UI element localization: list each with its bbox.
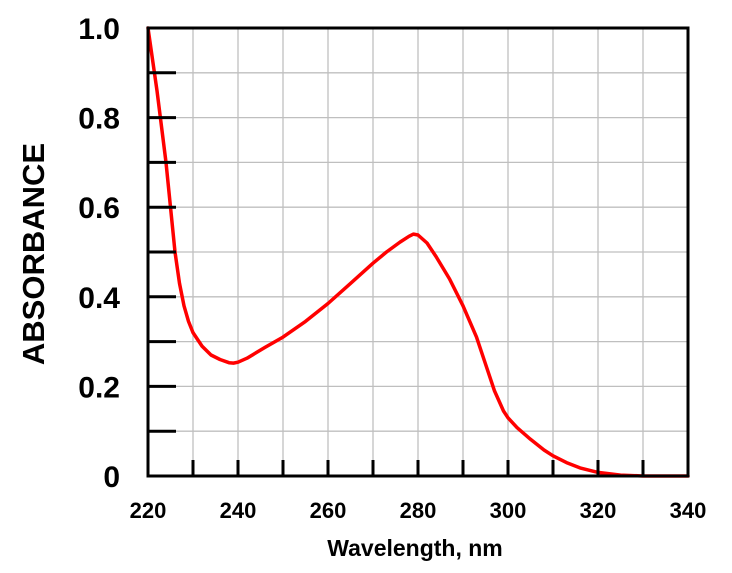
y-tick-label: 0.4: [78, 282, 120, 315]
x-tick-label: 300: [490, 498, 527, 523]
x-tick-label: 280: [400, 498, 437, 523]
y-axis-title: ABSORBANCE: [16, 143, 51, 365]
tick-labels: 220 240 260 280 300 320 340 0 0.2 0.4 0.6 0.8 1.0: [78, 13, 706, 523]
x-tick-label: 260: [310, 498, 347, 523]
y-tick-label: 0: [103, 461, 120, 494]
x-tick-label: 320: [580, 498, 617, 523]
series-line-absorbance: [146, 26, 690, 478]
x-tick-label: 240: [220, 498, 257, 523]
axis-ticks: [148, 71, 645, 476]
x-axis-title: Wavelength, nm: [327, 535, 503, 561]
y-tick-label: 1.0: [78, 13, 120, 46]
series-layer: [146, 26, 690, 478]
x-tick-label: 220: [130, 498, 167, 523]
x-tick-label: 340: [670, 498, 707, 523]
grid-lines: [148, 28, 688, 476]
y-tick-label: 0.8: [78, 103, 120, 136]
y-tick-label: 0.6: [78, 192, 120, 225]
y-tick-label: 0.2: [78, 371, 120, 404]
